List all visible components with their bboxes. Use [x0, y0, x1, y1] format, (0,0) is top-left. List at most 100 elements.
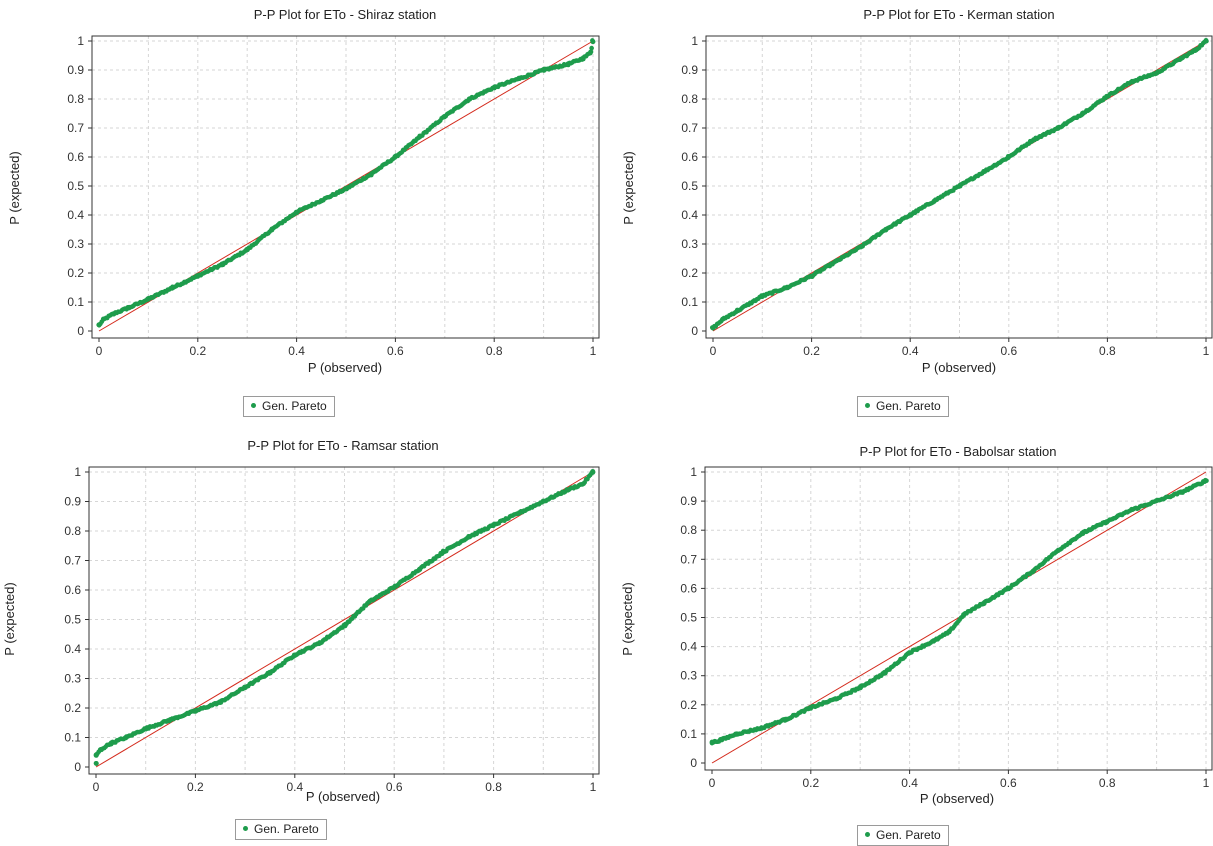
- plot-area: 0 0.2 0.4 0.6 0.8 1 0 0.1 0.2 0.3 0.4 0.5 0.6 0.7 0.8 0…: [64, 465, 600, 794]
- y-tick-label: 0.7: [681, 121, 698, 135]
- pp-plot-babolsar: P-P Plot for ETo - Babolsar station P (e…: [620, 444, 1213, 806]
- data-point: [94, 761, 99, 766]
- y-axis-label: P (expected): [7, 151, 22, 224]
- y-tick-label: 0.6: [680, 581, 697, 595]
- data-point: [858, 244, 864, 250]
- legend-label: Gen. Pareto: [254, 822, 319, 836]
- data-point: [1104, 93, 1109, 99]
- x-tick-label: 0.6: [387, 344, 404, 358]
- data-point: [1179, 55, 1185, 61]
- data-point: [193, 709, 198, 714]
- chart-panel-shiraz: P-P Plot for ETo - Shiraz station P (exp…: [0, 6, 600, 417]
- data-point: [269, 227, 275, 233]
- legend-marker-icon: [243, 826, 248, 832]
- x-tick-label: 0.2: [803, 344, 820, 358]
- y-tick-label: 0.2: [681, 266, 698, 280]
- y-tick-label: 0.4: [64, 642, 81, 656]
- plot-area: 0 0.2 0.4 0.6 0.8 1 0 0.1 0.2 0.3 0.4 0.5 0.6 0.7 0.8 0…: [67, 34, 600, 358]
- x-tick-label: 0.8: [1099, 776, 1116, 790]
- y-tick-label: 0.6: [67, 150, 84, 164]
- data-point: [492, 84, 497, 90]
- chart-title: P-P Plot for ETo - Babolsar station: [859, 444, 1056, 459]
- legend: Gen. Pareto: [235, 819, 327, 840]
- data-point: [293, 209, 299, 215]
- pp-plot-ramsar: P-P Plot for ETo - Ramsar station P (exp…: [2, 438, 600, 804]
- data-point: [1153, 498, 1159, 503]
- legend-marker-icon: [865, 403, 870, 409]
- y-tick-label: 0.2: [64, 701, 81, 715]
- data-point: [1030, 568, 1036, 574]
- data-point: [218, 700, 224, 705]
- data-point: [344, 186, 349, 192]
- y-tick-label: 0.4: [681, 208, 698, 222]
- data-point: [1055, 547, 1061, 553]
- y-axis-label: P (expected): [2, 582, 17, 655]
- data-point: [267, 670, 273, 676]
- chart-panel-kerman: P-P Plot for ETo - Kerman station P (exp…: [613, 6, 1213, 417]
- plot-frame: [705, 35, 1213, 339]
- data-point: [1129, 506, 1134, 512]
- data-point: [93, 753, 99, 758]
- data-point: [1055, 126, 1061, 131]
- x-tick-label: 1: [590, 780, 597, 794]
- x-axis-label: P (observed): [922, 360, 996, 375]
- data-point: [367, 599, 372, 604]
- data-point: [735, 308, 740, 314]
- x-tick-label: 0.8: [486, 344, 503, 358]
- data-point: [244, 247, 250, 253]
- y-tick-label: 0.8: [64, 524, 81, 538]
- x-tick-label: 0: [93, 780, 100, 794]
- y-tick-label: 0.1: [67, 295, 84, 309]
- data-point: [709, 739, 715, 745]
- x-axis-label: P (observed): [308, 360, 382, 375]
- x-tick-label: 0: [710, 344, 717, 358]
- x-tick-label: 0.4: [288, 344, 305, 358]
- data-point: [123, 735, 128, 741]
- y-tick-label: 0.8: [681, 92, 698, 106]
- x-tick-label: 0.6: [386, 780, 403, 794]
- data-point: [242, 684, 247, 690]
- y-tick-label: 0.1: [680, 727, 697, 741]
- data-point: [293, 652, 298, 657]
- data-point: [168, 717, 174, 722]
- y-tick-label: 0.8: [680, 523, 697, 537]
- y-tick-label: 0.9: [680, 494, 697, 508]
- y-tick-label: 0.5: [67, 179, 84, 193]
- data-point: [1203, 477, 1208, 483]
- data-point: [590, 470, 596, 475]
- pp-plot-kerman: P-P Plot for ETo - Kerman station P (exp…: [621, 7, 1213, 375]
- data-point: [219, 262, 225, 268]
- x-tick-label: 0.6: [1000, 344, 1017, 358]
- data-point: [195, 273, 201, 278]
- data-point: [883, 227, 888, 232]
- y-tick-label: 0.6: [64, 583, 81, 597]
- data-point: [516, 510, 522, 516]
- data-point: [368, 172, 374, 178]
- data-point: [318, 198, 324, 204]
- x-tick-label: 1: [1203, 776, 1210, 790]
- data-point: [491, 522, 496, 528]
- data-point: [834, 258, 839, 264]
- chart-title: P-P Plot for ETo - Ramsar station: [247, 438, 438, 453]
- data-point: [590, 39, 596, 44]
- data-point: [932, 198, 937, 204]
- data-point: [858, 685, 864, 690]
- data-point: [1080, 531, 1085, 536]
- x-tick-label: 0.2: [187, 780, 204, 794]
- data-point: [832, 696, 838, 702]
- y-tick-label: 1: [74, 465, 81, 479]
- data-point: [785, 285, 790, 291]
- data-point: [883, 670, 888, 676]
- legend-marker-icon: [251, 403, 256, 409]
- x-tick-label: 0.2: [802, 776, 819, 790]
- data-point: [957, 183, 963, 188]
- plot-frame: [704, 466, 1213, 771]
- x-tick-label: 1: [1203, 344, 1210, 358]
- data-point: [981, 169, 987, 174]
- legend: Gen. Pareto: [243, 396, 335, 417]
- data-point: [589, 45, 594, 51]
- data-point: [947, 629, 952, 635]
- chart-panel-ramsar: P-P Plot for ETo - Ramsar station P (exp…: [0, 437, 600, 840]
- x-tick-label: 0.8: [1099, 344, 1116, 358]
- plot-area: 0 0.2 0.4 0.6 0.8 1 0 0.1 0.2 0.3 0.4 0.5 0.6 0.7 0.8 0…: [681, 34, 1213, 358]
